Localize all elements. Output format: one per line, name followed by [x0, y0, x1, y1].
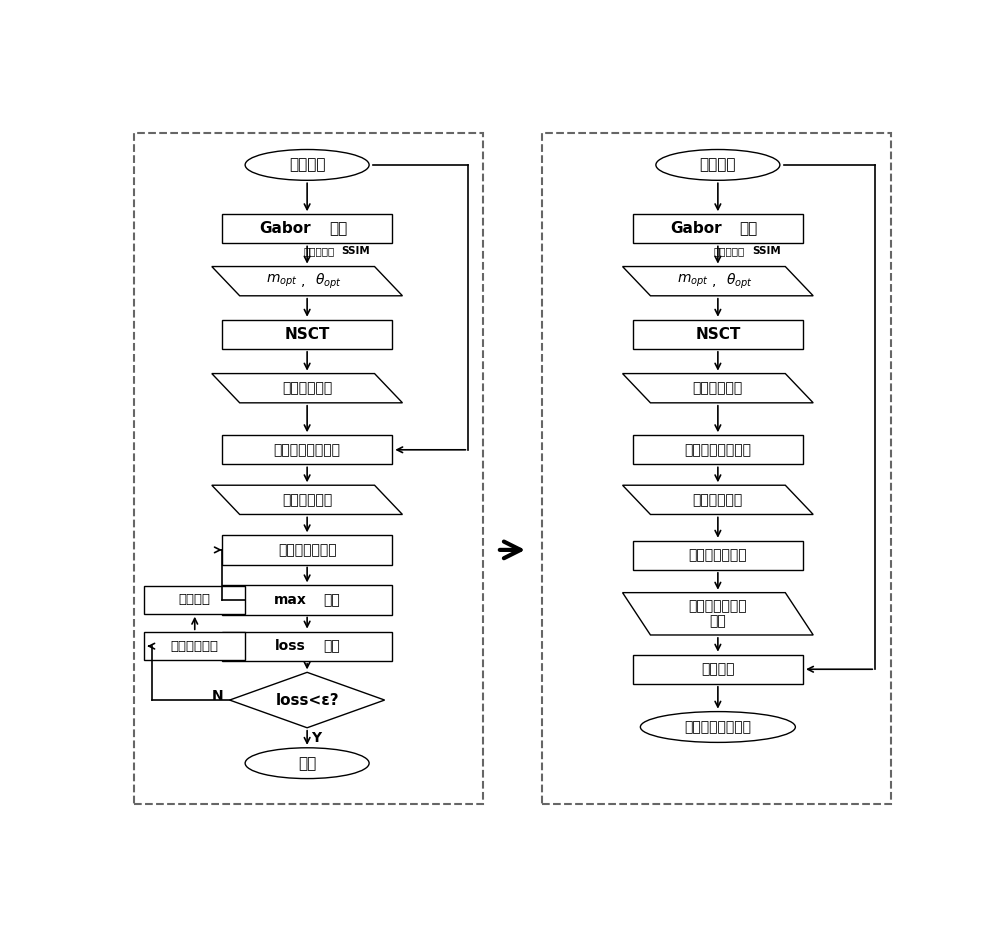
Text: 结束: 结束 [298, 756, 316, 771]
Polygon shape [212, 266, 402, 296]
FancyBboxPatch shape [222, 586, 392, 614]
Text: $m_{opt}$: $m_{opt}$ [677, 273, 709, 290]
FancyBboxPatch shape [633, 320, 803, 349]
Text: 计算: 计算 [324, 639, 340, 653]
Text: 测试图像: 测试图像 [700, 157, 736, 172]
Text: 随机梯度下降: 随机梯度下降 [171, 640, 219, 653]
FancyBboxPatch shape [633, 540, 803, 570]
Polygon shape [623, 266, 813, 296]
Polygon shape [623, 486, 813, 514]
Polygon shape [623, 374, 813, 402]
Text: 实现图像轮廓检测: 实现图像轮廓检测 [684, 720, 751, 734]
Ellipse shape [640, 711, 795, 743]
Text: 点乘操作: 点乘操作 [701, 662, 735, 676]
Text: 膜图: 膜图 [710, 614, 726, 628]
Text: SSIM: SSIM [342, 246, 370, 256]
Text: 特征增强融合操作: 特征增强融合操作 [274, 443, 341, 457]
FancyBboxPatch shape [222, 435, 392, 464]
FancyBboxPatch shape [633, 655, 803, 684]
FancyBboxPatch shape [222, 215, 392, 243]
Text: 相似度指标: 相似度指标 [714, 246, 745, 256]
FancyBboxPatch shape [144, 633, 245, 660]
Text: 特征增强融合操作: 特征增强融合操作 [684, 443, 751, 457]
Text: NSCT: NSCT [695, 327, 741, 342]
FancyBboxPatch shape [222, 536, 392, 564]
FancyBboxPatch shape [222, 632, 392, 660]
Text: Gabor: Gabor [670, 221, 722, 236]
Text: ,: , [301, 274, 305, 289]
Polygon shape [212, 486, 402, 514]
Text: Gabor: Gabor [260, 221, 311, 236]
Text: 训练图像: 训练图像 [289, 157, 325, 172]
Text: Y: Y [311, 731, 321, 745]
Text: 相似度指标: 相似度指标 [303, 246, 334, 256]
Polygon shape [212, 374, 402, 402]
Text: max: max [274, 593, 307, 607]
Ellipse shape [656, 150, 780, 180]
Text: $m_{opt}$: $m_{opt}$ [266, 273, 298, 290]
Ellipse shape [245, 747, 369, 779]
Text: 初级轮廓响应: 初级轮廓响应 [282, 493, 332, 507]
FancyBboxPatch shape [222, 320, 392, 349]
Text: NSCT: NSCT [284, 327, 330, 342]
Text: N: N [212, 689, 224, 703]
Text: $\theta_{opt}$: $\theta_{opt}$ [726, 272, 753, 290]
Polygon shape [623, 593, 813, 635]
Text: loss: loss [275, 639, 305, 653]
Text: 滤波: 滤波 [740, 221, 758, 236]
Ellipse shape [245, 150, 369, 180]
FancyBboxPatch shape [144, 586, 245, 614]
Text: ,: , [712, 274, 716, 289]
Text: SSIM: SSIM [752, 246, 781, 256]
Text: loss<ε?: loss<ε? [275, 693, 339, 708]
Text: 全卷积神经网络: 全卷积神经网络 [689, 549, 747, 562]
Text: 滤波: 滤波 [329, 221, 347, 236]
Text: 全卷积神经网络: 全卷积神经网络 [278, 543, 336, 557]
Text: 初级轮廓响应: 初级轮廓响应 [693, 493, 743, 507]
FancyBboxPatch shape [633, 435, 803, 464]
Polygon shape [230, 672, 385, 728]
FancyBboxPatch shape [633, 215, 803, 243]
Text: 函数: 函数 [324, 593, 340, 607]
Text: 获得轮廓子图: 获得轮廓子图 [693, 381, 743, 395]
Text: 生成图像轮廓掩: 生成图像轮廓掩 [689, 599, 747, 613]
Text: $\theta_{opt}$: $\theta_{opt}$ [315, 272, 342, 290]
Text: 获得轮廓子图: 获得轮廓子图 [282, 381, 332, 395]
Text: 权值更新: 权值更新 [179, 594, 211, 607]
